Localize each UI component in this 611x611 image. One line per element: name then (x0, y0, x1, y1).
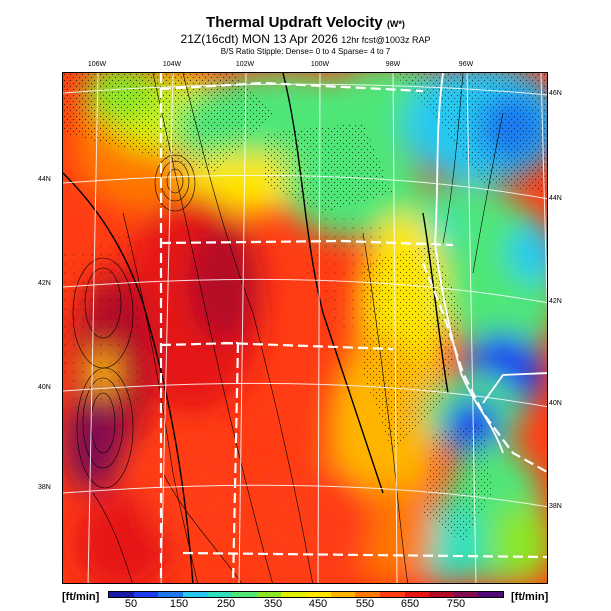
lat-label-right: 44N (549, 195, 562, 202)
colorbar-swatch (182, 592, 208, 597)
colorbar-swatch (355, 592, 380, 597)
colorbar (108, 591, 504, 598)
colorbar-swatch (281, 592, 306, 597)
colorbar-swatch (256, 592, 282, 597)
colorbar-swatch (158, 592, 183, 597)
colorbar-label: 450 (308, 598, 328, 610)
colorbar-swatch (404, 592, 430, 597)
colorbar-swatch (109, 592, 134, 597)
chart-title: Thermal Updraft Velocity (W*) (206, 14, 405, 31)
colorbar-label: 350 (263, 598, 283, 610)
colorbar-swatch (330, 592, 356, 597)
lat-label-left: 42N (38, 280, 51, 287)
lat-label-left: 38N (38, 484, 51, 491)
lat-label-right: 42N (549, 298, 562, 305)
lon-label: 96W (458, 61, 474, 68)
colorbar-swatch (133, 592, 159, 597)
lat-label-right: 38N (549, 503, 562, 510)
colorbar-swatch (429, 592, 454, 597)
colorbar-label: 50 (124, 598, 138, 610)
colorbar-swatch (453, 592, 479, 597)
lon-label: 106W (87, 61, 107, 68)
lon-label: 104W (162, 61, 182, 68)
lon-label: 98W (385, 61, 401, 68)
forecast-map (62, 72, 548, 584)
lat-label-right: 46N (549, 90, 562, 97)
lon-label: 100W (310, 61, 330, 68)
lat-label-left: 40N (38, 384, 51, 391)
stipple-legend: B/S Ratio Stipple: Dense= 0 to 4 Sparse=… (220, 47, 391, 56)
forecast-time: 21Z(16cdt) MON 13 Apr 2026 12hr fcst@100… (180, 32, 431, 46)
colorbar-label: 650 (400, 598, 420, 610)
units-label-left: [ft/min] (62, 591, 100, 603)
colorbar-swatch (306, 592, 331, 597)
map-canvas (63, 73, 547, 583)
colorbar-label: 550 (355, 598, 375, 610)
colorbar-swatch (232, 592, 257, 597)
units-label-right: [ft/min] (511, 591, 549, 603)
lat-label-left: 44N (38, 176, 51, 183)
colorbar-swatch (478, 592, 503, 597)
colorbar-swatch (379, 592, 405, 597)
colorbar-swatch (207, 592, 233, 597)
lat-label-right: 40N (549, 400, 562, 407)
lon-label: 102W (235, 61, 255, 68)
colorbar-label: 150 (169, 598, 189, 610)
colorbar-label: 250 (216, 598, 236, 610)
colorbar-label: 750 (446, 598, 466, 610)
